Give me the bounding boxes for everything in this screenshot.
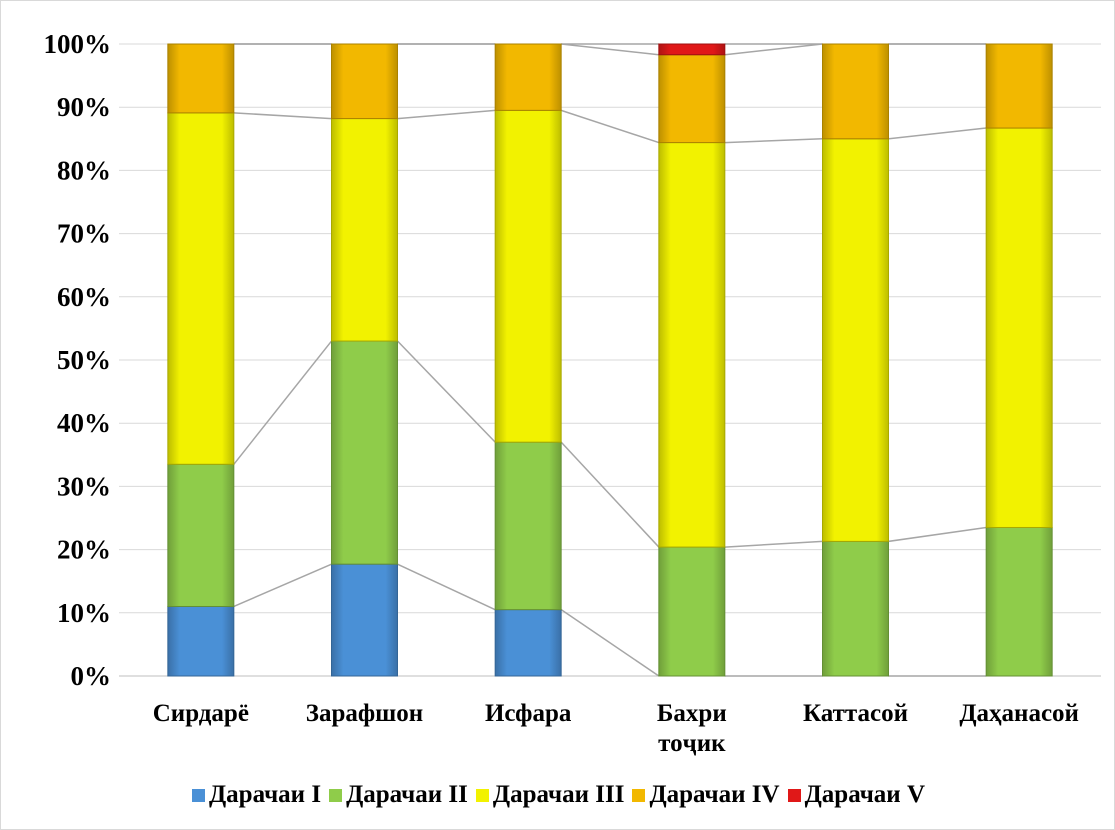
y-tick-label: 100% (44, 29, 112, 59)
series-line (888, 526, 987, 543)
series-line (397, 563, 496, 611)
series-line (560, 441, 660, 548)
y-tick-label: 20% (57, 535, 111, 565)
legend-swatch (632, 788, 646, 802)
legend-item: Дарачаи I (191, 781, 322, 809)
legend-label: Дарачаи III (492, 781, 625, 808)
legend-swatch (475, 788, 489, 802)
legend-label: Дарачаи IV (649, 781, 780, 808)
x-tick-label: тоҷик (658, 730, 726, 757)
bar-segment (822, 138, 889, 542)
y-tick-label: 0% (71, 661, 112, 691)
y-tick-label: 60% (57, 282, 111, 312)
legend-item: Дарачаи III (475, 781, 625, 809)
y-tick-label: 70% (57, 219, 111, 249)
bar-segment (331, 340, 398, 565)
legend: Дарачаи I Дарачаи II Дарачаи III Дарачаи IV… (1, 781, 1115, 809)
bar-segment (822, 43, 889, 140)
y-tick-label: 80% (57, 155, 111, 185)
bar-segment (331, 563, 398, 677)
x-tick-label: Бахри (657, 700, 727, 727)
bar-segment (167, 605, 235, 677)
series-line (560, 109, 660, 144)
bar-segment (167, 112, 235, 465)
chart-plot: 0% 10% 20% 30% 40% 50% 60% 70% 80% 90% 100% Сирдарё… (44, 29, 1101, 757)
bar-segment (167, 463, 235, 607)
x-tick-label: Зарафшон (306, 700, 423, 727)
y-tick-label: 50% (57, 345, 111, 375)
legend-swatch (191, 788, 205, 802)
series-line (233, 563, 332, 608)
series-line (560, 609, 660, 677)
bar-segment (494, 441, 562, 611)
series-line (724, 43, 823, 56)
legend-swatch (329, 788, 343, 802)
bar-segment (494, 109, 562, 443)
bar-segment (658, 546, 726, 677)
series-line (724, 138, 823, 144)
legend-item: Дарачаи IV (632, 781, 780, 809)
legend-label: Дарачаи V (804, 781, 926, 808)
bar-segment (658, 142, 726, 548)
y-tick-label: 30% (57, 471, 111, 501)
legend-swatch (787, 788, 801, 802)
y-tick-label: 10% (57, 598, 111, 628)
bar-segment (985, 526, 1053, 677)
series-line (397, 109, 496, 120)
x-tick-label: Каттасой (803, 700, 908, 727)
legend-label: Дарачаи I (208, 781, 322, 808)
bar-segment (331, 43, 398, 120)
legend-item: Дарачаи V (787, 781, 926, 809)
series-line (233, 112, 332, 120)
series-line (724, 540, 823, 548)
bar-segment (494, 609, 562, 677)
x-tick-label: Сирдарё (153, 700, 249, 727)
bar-segment (985, 127, 1053, 528)
bar-segment (167, 43, 235, 114)
y-tick-label: 40% (57, 408, 111, 438)
bar-segment (658, 43, 726, 56)
bar-segment (658, 54, 726, 144)
x-tick-label: Даҳанасой (959, 700, 1079, 727)
legend-item: Дарачаи II (329, 781, 468, 809)
series-line (561, 43, 659, 56)
bar-segment (985, 43, 1053, 129)
legend-label: Дарачаи II (346, 781, 468, 808)
bar-segment (822, 540, 889, 677)
x-tick-label: Исфара (485, 700, 572, 727)
series-line (396, 340, 496, 443)
bar-segment (331, 118, 398, 342)
y-tick-label: 90% (57, 92, 111, 122)
series-line (233, 340, 333, 465)
bar-segment (494, 43, 562, 111)
series-line (888, 127, 987, 140)
